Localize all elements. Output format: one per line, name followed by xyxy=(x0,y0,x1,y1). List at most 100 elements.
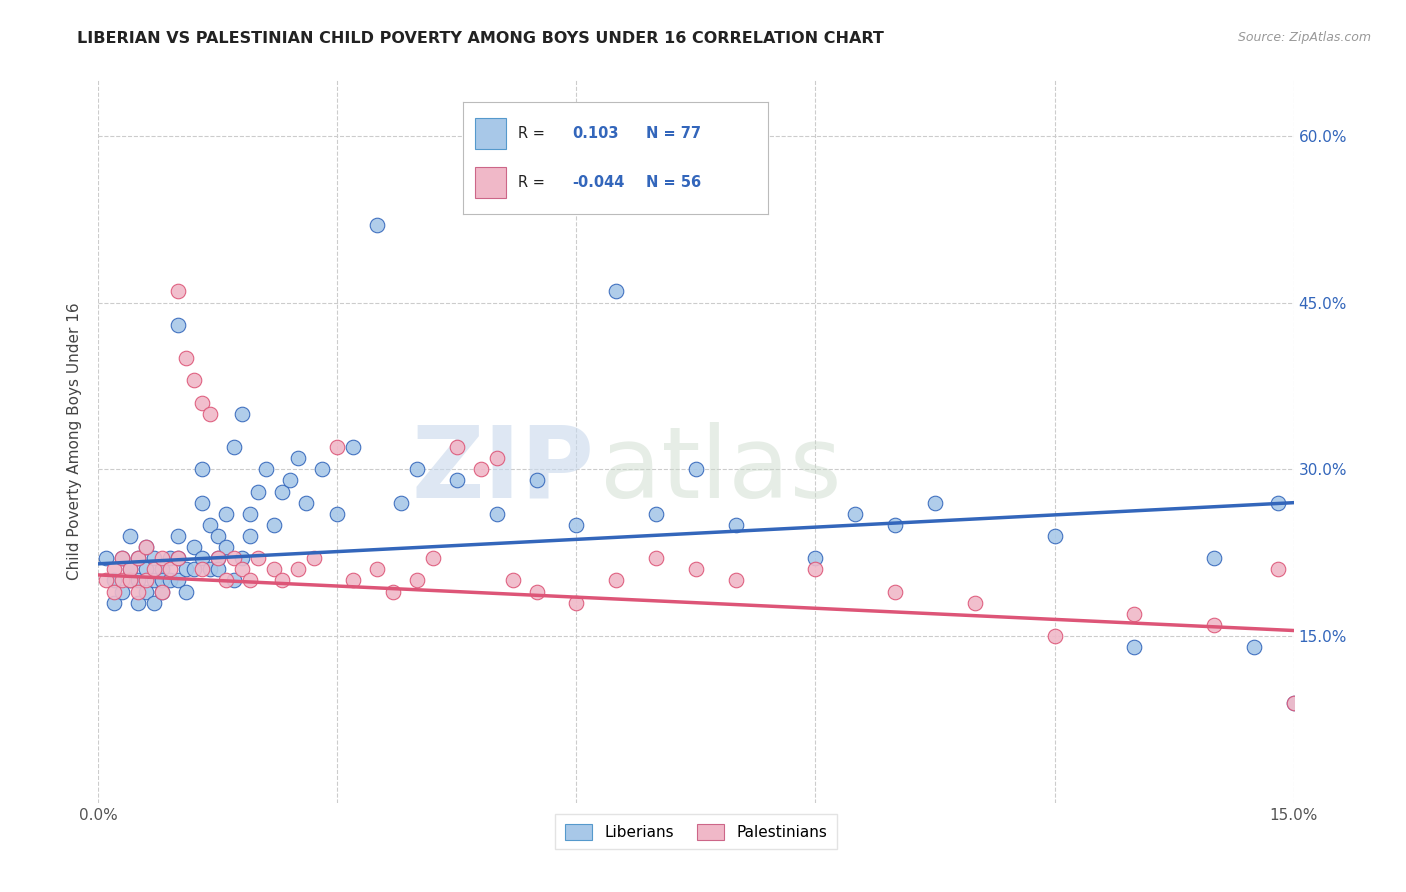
Point xyxy=(724,517,747,532)
Point xyxy=(143,551,166,566)
Point xyxy=(270,574,292,588)
Point xyxy=(446,474,468,488)
Point xyxy=(143,574,166,588)
Text: ZIP: ZIP xyxy=(412,422,595,519)
Point xyxy=(287,451,309,466)
Point xyxy=(366,562,388,576)
Point xyxy=(406,574,429,588)
Point xyxy=(1202,618,1225,632)
Point xyxy=(120,529,142,543)
Point xyxy=(326,507,349,521)
Point xyxy=(191,551,214,566)
Point xyxy=(167,574,190,588)
Point xyxy=(111,574,134,588)
Point xyxy=(207,562,229,576)
Point xyxy=(1243,640,1265,655)
Point xyxy=(804,551,827,566)
Point xyxy=(150,574,173,588)
Point xyxy=(246,484,269,499)
Point xyxy=(150,584,173,599)
Point xyxy=(135,540,157,554)
Point xyxy=(685,562,707,576)
Point xyxy=(150,551,173,566)
Point xyxy=(96,574,118,588)
Point xyxy=(485,451,508,466)
Point xyxy=(222,574,245,588)
Point xyxy=(302,551,325,566)
Point xyxy=(1123,607,1146,621)
Point xyxy=(470,462,492,476)
Point xyxy=(422,551,444,566)
Legend: Liberians, Palestinians: Liberians, Palestinians xyxy=(555,814,837,849)
Point xyxy=(1267,496,1289,510)
Point xyxy=(191,562,214,576)
Point xyxy=(278,474,301,488)
Point xyxy=(485,507,508,521)
Point xyxy=(198,517,221,532)
Point xyxy=(231,551,253,566)
Point xyxy=(198,562,221,576)
Point xyxy=(120,562,142,576)
Point xyxy=(174,351,197,366)
Point xyxy=(96,551,118,566)
Point xyxy=(167,529,190,543)
Point xyxy=(1282,696,1305,710)
Point xyxy=(111,584,134,599)
Point xyxy=(342,574,364,588)
Point xyxy=(231,562,253,576)
Point xyxy=(804,562,827,576)
Point xyxy=(239,507,262,521)
Point xyxy=(287,562,309,576)
Point xyxy=(502,574,524,588)
Point xyxy=(127,551,149,566)
Point xyxy=(167,551,190,566)
Point xyxy=(311,462,333,476)
Point xyxy=(844,507,866,521)
Point xyxy=(565,596,588,610)
Point xyxy=(191,395,214,409)
Point xyxy=(1282,696,1305,710)
Point xyxy=(406,462,429,476)
Point xyxy=(103,574,125,588)
Point xyxy=(174,584,197,599)
Point xyxy=(103,562,125,576)
Point xyxy=(120,574,142,588)
Point xyxy=(143,596,166,610)
Point xyxy=(263,562,285,576)
Point xyxy=(167,318,190,332)
Point xyxy=(183,373,205,387)
Point xyxy=(183,540,205,554)
Point xyxy=(150,562,173,576)
Point xyxy=(135,584,157,599)
Point xyxy=(222,440,245,454)
Point xyxy=(294,496,316,510)
Point xyxy=(239,574,262,588)
Point xyxy=(167,551,190,566)
Point xyxy=(963,596,986,610)
Point xyxy=(645,551,668,566)
Point xyxy=(207,551,229,566)
Y-axis label: Child Poverty Among Boys Under 16: Child Poverty Among Boys Under 16 xyxy=(67,302,83,581)
Point xyxy=(645,507,668,521)
Point xyxy=(526,474,548,488)
Point xyxy=(342,440,364,454)
Text: LIBERIAN VS PALESTINIAN CHILD POVERTY AMONG BOYS UNDER 16 CORRELATION CHART: LIBERIAN VS PALESTINIAN CHILD POVERTY AM… xyxy=(77,31,884,46)
Point xyxy=(215,540,238,554)
Point xyxy=(150,584,173,599)
Point xyxy=(215,574,238,588)
Point xyxy=(446,440,468,454)
Point xyxy=(135,574,157,588)
Point xyxy=(924,496,946,510)
Point xyxy=(685,462,707,476)
Point xyxy=(1202,551,1225,566)
Point xyxy=(207,551,229,566)
Point xyxy=(270,484,292,499)
Point xyxy=(167,285,190,299)
Point xyxy=(191,496,214,510)
Point xyxy=(127,584,149,599)
Point xyxy=(198,407,221,421)
Text: atlas: atlas xyxy=(600,422,842,519)
Point xyxy=(884,584,907,599)
Point xyxy=(174,562,197,576)
Point xyxy=(239,529,262,543)
